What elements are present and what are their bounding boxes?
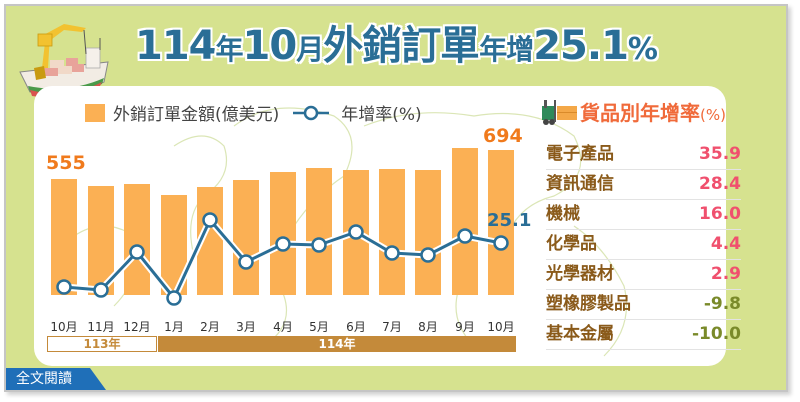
goods-value: -9.8 [703,294,741,314]
goods-name: 電子產品 [546,144,614,164]
x-label: 1月 [164,320,184,334]
goods-value: 35.9 [699,144,741,164]
last-rate-value: 25.1 [487,210,532,231]
goods-value: -10.0 [692,324,741,344]
title-year-number: 114 [135,23,216,69]
x-label: 7月 [382,320,402,334]
x-label: 11月 [87,320,115,334]
table-row: 電子產品 35.9 [546,140,741,170]
goods-name: 塑橡膠製品 [546,294,631,314]
goods-growth-table: 電子產品 35.9 資訊通信 28.4 機械 16.0 化學品 4.4 光學器材 2.9 … [546,140,741,350]
goods-name: 資訊通信 [546,174,614,194]
legend-bar-label: 外銷訂單金額(億美元) [113,105,280,125]
goods-value: 28.4 [699,174,741,194]
title-month-number: 10 [242,23,298,69]
read-full-text-button[interactable]: 全文閱讀 [6,368,106,390]
goods-name: 化學品 [546,234,597,254]
goods-growth-header: 貨品別年增率(%) [540,96,726,126]
goods-name: 機械 [546,204,580,224]
legend-bar-swatch [85,103,105,122]
title-growth-word: 年增 [479,33,534,66]
x-label: 10月 [487,320,515,334]
title-growth-value: 25.1 [533,23,629,69]
goods-title: 貨品別年增率 [580,100,700,125]
last-bar-value: 694 [483,125,523,147]
goods-unit: (%) [700,105,726,124]
page-title: 114年10月外銷訂單年增25.1% [135,22,658,74]
x-label: 3月 [236,320,256,334]
line-series [56,212,509,306]
x-label: 8月 [418,320,438,334]
chart-legend: 外銷訂單金額(億美元) 年增率(%) [85,100,422,125]
table-row: 資訊通信 28.4 [546,170,741,200]
goods-name: 光學器材 [546,264,614,284]
x-label: 10月 [50,320,78,334]
year-114-band: 114年 [158,336,516,352]
x-label: 9月 [455,320,475,334]
x-label: 4月 [273,320,293,334]
cargo-ship-crane-icon [19,24,109,98]
goods-value: 2.9 [710,264,741,284]
x-label: 12月 [123,320,151,334]
table-row: 機械 16.0 [546,200,741,230]
first-bar-value: 555 [46,152,86,174]
x-label: 5月 [309,320,329,334]
table-row: 塑橡膠製品 -9.8 [546,290,741,320]
year-113-band: 113年 [47,336,157,352]
goods-value: 16.0 [699,204,741,224]
goods-value: 4.4 [710,234,741,254]
title-subject: 外銷訂單 [323,23,480,69]
forklift-boxes-icon [542,100,577,125]
table-row: 化學品 4.4 [546,230,741,260]
title-month-unit: 月 [296,33,324,66]
title-year-unit: 年 [215,33,244,66]
table-row: 光學器材 2.9 [546,260,741,290]
table-row: 基本金屬 -10.0 [546,320,741,350]
legend-line-marker-icon [293,105,330,120]
legend-line-label: 年增率(%) [341,105,422,125]
goods-name: 基本金屬 [546,324,614,344]
title-percent: % [627,32,658,67]
x-label: 6月 [346,320,366,334]
x-label: 2月 [200,320,220,334]
